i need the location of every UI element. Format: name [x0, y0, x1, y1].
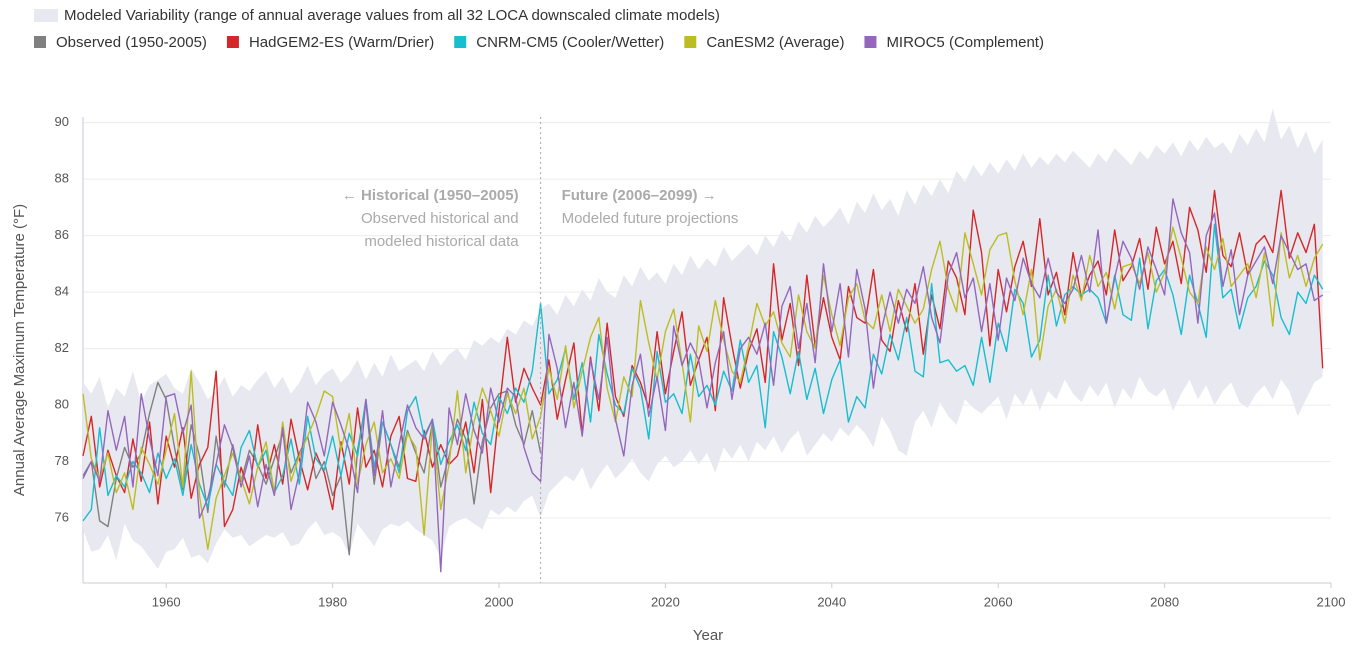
legend-swatch	[34, 9, 58, 22]
legend-swatch	[226, 36, 239, 48]
x-tick-label: 1960	[152, 594, 181, 609]
series-line	[82, 381, 542, 556]
y-tick-label: 78	[55, 453, 69, 468]
x-tick-label: 1980	[318, 594, 347, 609]
x-tick-label: 2020	[651, 594, 680, 609]
legend-swatch	[684, 36, 697, 48]
y-tick-label: 82	[55, 340, 69, 355]
legend-label: CanESM2 (Average)	[706, 34, 844, 51]
legend-swatch	[864, 36, 877, 48]
y-tick-label: 84	[55, 284, 69, 299]
legend-label: Modeled Variability (range of annual ave…	[64, 7, 720, 24]
historical-note: Observed historical and	[361, 210, 519, 227]
series-line	[82, 223, 1324, 522]
legend-label: HadGEM2-ES (Warm/Drier)	[249, 34, 434, 51]
future-note: Future (2006–2099) →	[562, 187, 717, 204]
future-note: Modeled future projections	[562, 210, 739, 227]
series-line	[82, 198, 1324, 573]
x-tick-label: 2040	[817, 594, 846, 609]
y-tick-label: 76	[55, 509, 69, 524]
x-tick-label: 2080	[1150, 594, 1179, 609]
series-line	[82, 189, 1324, 528]
legend-label: CNRM-CM5 (Cooler/Wetter)	[476, 34, 664, 51]
legend-swatch	[34, 36, 46, 48]
x-tick-label: 2060	[984, 594, 1013, 609]
y-tick-label: 90	[55, 114, 69, 129]
x-tick-label: 2100	[1317, 594, 1346, 609]
historical-note: modeled historical data	[364, 233, 519, 250]
y-tick-label: 88	[55, 171, 69, 186]
lines	[82, 189, 1324, 573]
y-axis-title: Annual Average Maximum Temperature (°F)	[11, 204, 28, 496]
legend-label: MIROC5 (Complement)	[886, 34, 1044, 51]
annotations: ← Historical (1950–2005) Observed histori…	[342, 117, 739, 583]
legend-label: Observed (1950-2005)	[56, 34, 207, 51]
series-line	[82, 226, 1324, 550]
y-tick-label: 80	[55, 397, 69, 412]
historical-note: ← Historical (1950–2005)	[342, 187, 519, 204]
x-axis-title: Year	[693, 627, 723, 644]
y-tick-label: 86	[55, 227, 69, 242]
legend-swatch	[454, 36, 467, 48]
x-tick-label: 2000	[485, 594, 514, 609]
